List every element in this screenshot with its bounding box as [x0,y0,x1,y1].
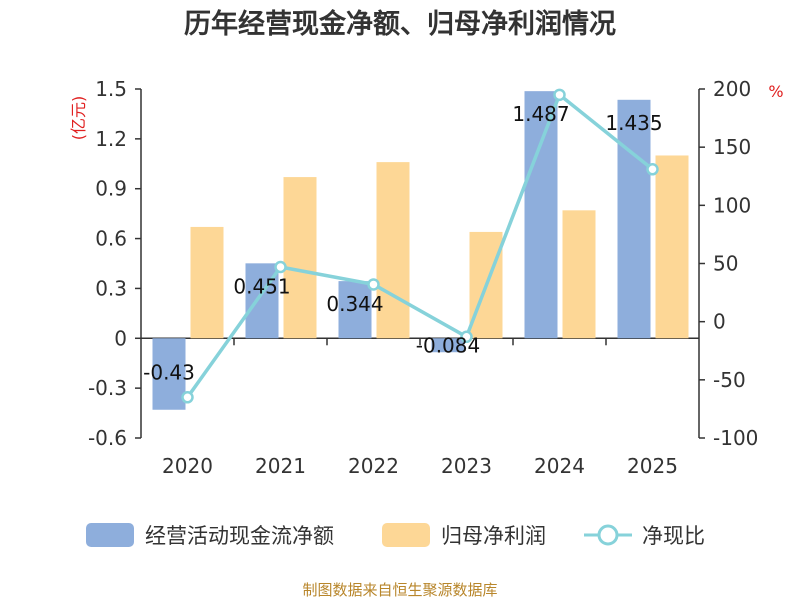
legend-swatch-netprofit [382,523,430,547]
ratio-point-2022 [367,278,380,291]
left-axis-tick-label: -0.6 [88,426,127,450]
left-axis-tick-label: 0 [114,326,127,350]
bar-netprofit-2022 [376,162,410,339]
left-axis-unit: (亿元) [69,96,88,141]
data-label-cashflow-2025: 1.435 [605,111,662,135]
x-axis-label-2023: 2023 [441,454,492,478]
left-axis-tick-label: 1.2 [95,127,127,151]
left-axis-tick-label: -0.3 [88,376,127,400]
legend-item-netprofit[interactable]: 归母净利润 [382,523,546,548]
axes: 1.5 1.2 0.9 0.6 0.3 0 -0.3 -0.6 200 150 100 50 0 -50 -… [88,77,758,450]
left-axis-tick-label: 0.6 [95,227,127,251]
ratio-point-2021 [274,260,287,274]
bar-cashflow-2025 [617,99,651,339]
legend-label-cashflow: 经营活动现金流净额 [145,524,334,548]
right-axis-unit: % [768,82,783,101]
legend-item-ratio[interactable]: 净现比 [584,524,705,548]
legend-label-netprofit: 归母净利润 [441,524,546,548]
ratio-point-2020 [181,391,194,404]
legend-swatch-cashflow [86,523,134,547]
left-axis-tick-label: 0.3 [95,276,127,300]
data-labels: -0.43 0.451 0.344 -0.084 1.487 1.435 [143,102,663,385]
bar-cashflow-2020 [152,338,186,410]
ratio-line-series [181,88,659,404]
legend-marker-ratio [597,524,619,546]
data-label-cashflow-2022: 0.344 [326,292,383,316]
chart-title: 历年经营现金净额、归母净利润情况 [184,8,616,40]
right-axis-tick-label: 100 [713,193,751,217]
bar-netprofit-2021 [283,177,317,339]
bar-cashflow-2023 [431,338,465,353]
right-axis-tick-label: 150 [713,135,751,159]
bar-netprofit-2025 [655,155,689,339]
x-axis-label-2025: 2025 [627,454,678,478]
right-axis-tick-label: 0 [713,310,726,334]
right-axis-tick-label: -100 [713,426,758,450]
ratio-point-2024 [553,88,566,102]
ratio-point-2023 [460,330,473,344]
left-axis-tick-label: 1.5 [95,77,127,101]
source-note: 制图数据来自恒生聚源数据库 [302,581,497,599]
x-axis-label-2022: 2022 [348,454,399,478]
left-axis-tick-label: 0.9 [95,177,127,201]
bar-cashflow-2022 [338,281,372,339]
bar-cashflow-2024 [524,91,558,339]
data-label-cashflow-2020: -0.43 [143,361,195,385]
x-axis-label-2024: 2024 [534,454,585,478]
legend: 经营活动现金流净额 归母净利润 净现比 [86,523,705,548]
ratio-point-2025 [646,163,659,176]
bar-netprofit-2024 [562,210,596,339]
bars [152,91,689,410]
data-label-cashflow-2024: 1.487 [512,102,569,126]
x-axis-label-2021: 2021 [255,454,306,478]
right-axis-tick-label: -50 [713,368,746,392]
bar-netprofit-2020 [190,226,224,339]
data-label-cashflow-2021: 0.451 [233,274,290,298]
legend-item-cashflow[interactable]: 经营活动现金流净额 [86,523,334,548]
data-label-cashflow-2023: -0.084 [416,333,480,357]
right-axis-tick-label: 50 [713,252,738,276]
ratio-line [186,93,654,399]
legend-label-ratio: 净现比 [642,524,705,548]
right-axis-tick-label: 200 [713,77,751,101]
x-axis-ticks: 2020 2021 2022 2023 2024 2025 [162,454,678,478]
x-axis-label-2020: 2020 [162,454,213,478]
